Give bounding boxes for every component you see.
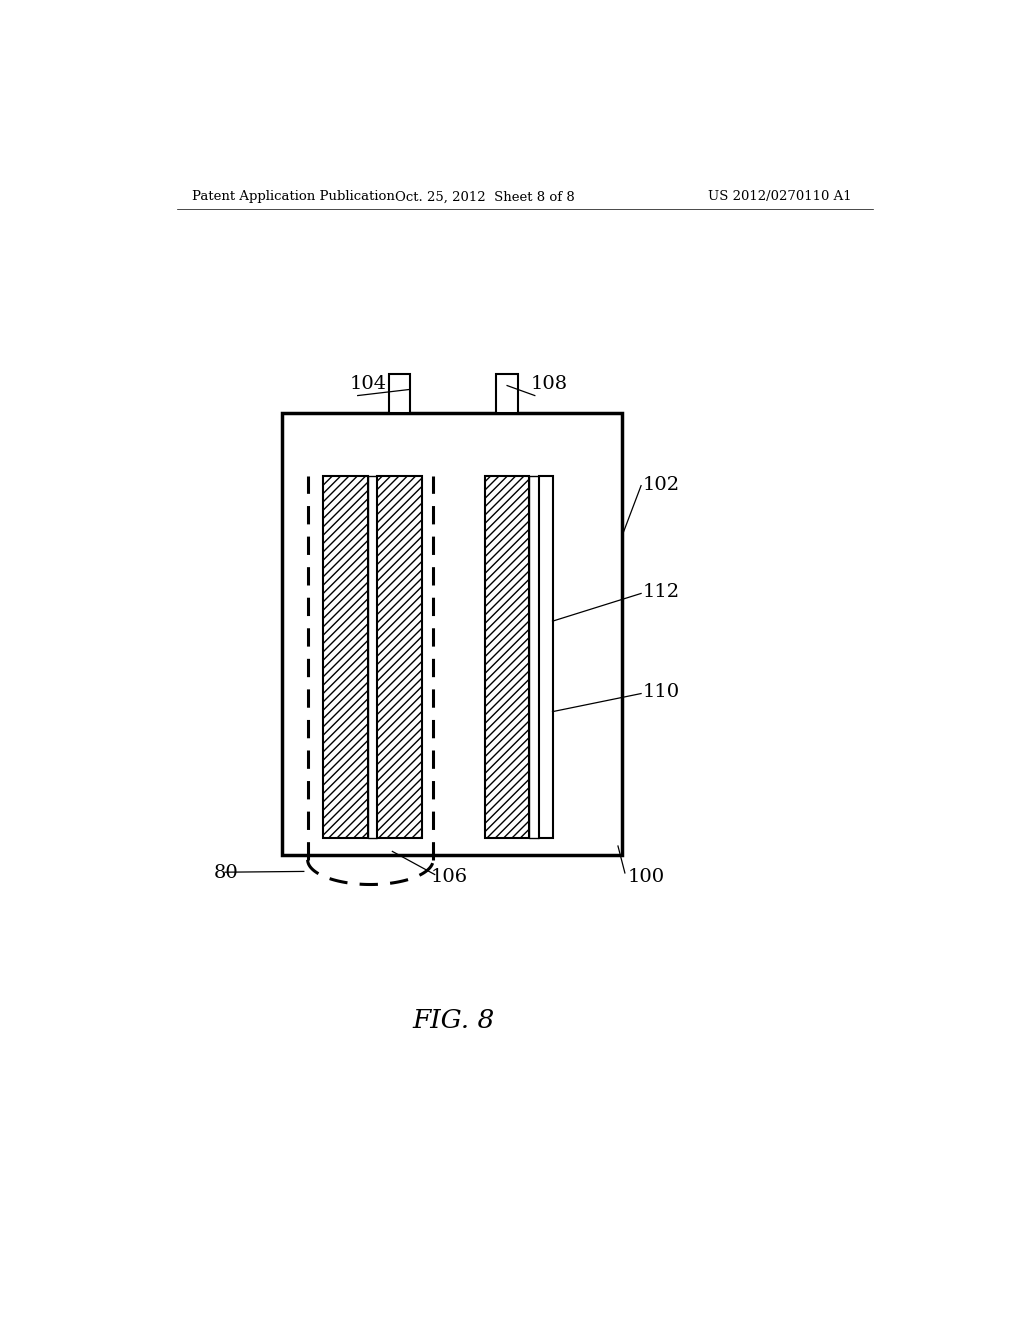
Bar [377, 477, 422, 838]
Bar [368, 477, 377, 838]
Bar [388, 374, 410, 412]
Bar [529, 477, 539, 838]
Bar [283, 413, 622, 855]
Text: 104: 104 [350, 375, 387, 393]
Bar [323, 477, 368, 838]
Text: FIG. 8: FIG. 8 [413, 1008, 495, 1034]
Text: US 2012/0270110 A1: US 2012/0270110 A1 [708, 190, 852, 203]
Text: 108: 108 [531, 375, 568, 393]
Text: 112: 112 [643, 583, 680, 602]
Bar [539, 477, 553, 838]
Text: Oct. 25, 2012  Sheet 8 of 8: Oct. 25, 2012 Sheet 8 of 8 [395, 190, 574, 203]
Bar [484, 477, 529, 838]
Text: Patent Application Publication: Patent Application Publication [193, 190, 395, 203]
Text: 110: 110 [643, 684, 680, 701]
Text: 100: 100 [628, 869, 665, 886]
Text: 102: 102 [643, 475, 680, 494]
Bar [497, 374, 518, 412]
Text: 106: 106 [431, 869, 468, 886]
Text: 80: 80 [214, 865, 239, 882]
